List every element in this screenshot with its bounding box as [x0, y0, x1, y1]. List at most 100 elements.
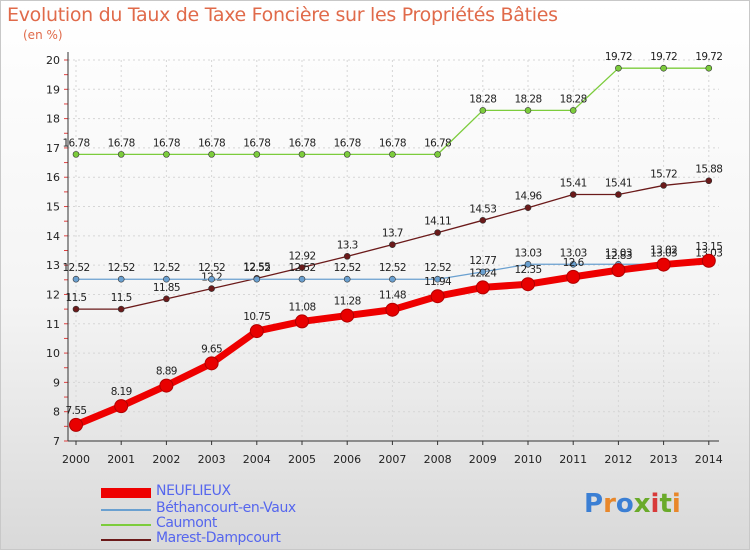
y-tick-label: 7	[53, 435, 60, 448]
data-label: 11.08	[288, 301, 315, 313]
data-point	[298, 275, 306, 283]
legend-label: Béthancourt-en-Vaux	[156, 500, 296, 516]
y-tick-label: 16	[46, 171, 60, 184]
data-label: 12.52	[153, 262, 180, 274]
y-tick-label: 11	[46, 318, 60, 331]
data-label: 16.78	[379, 137, 406, 149]
data-label: 12.52	[334, 262, 361, 274]
x-tick-label: 2012	[604, 453, 632, 466]
y-tick-label: 17	[46, 142, 60, 155]
data-point	[566, 269, 581, 284]
data-point	[72, 305, 80, 313]
data-label: 15.72	[650, 168, 677, 180]
data-label: 15.41	[560, 178, 587, 190]
data-point	[208, 275, 215, 283]
data-label: 13.03	[650, 247, 677, 259]
x-tick-label: 2008	[424, 453, 452, 466]
data-label: 11.5	[66, 292, 87, 304]
data-label: 8.89	[156, 366, 177, 378]
data-label: 11.85	[153, 282, 180, 294]
data-point	[524, 204, 532, 212]
proxiti-logo: Proxiti	[584, 489, 681, 519]
data-label: 12.6	[563, 257, 585, 269]
x-tick-label: 2004	[243, 453, 271, 466]
data-label: 12.35	[514, 264, 541, 276]
data-point	[204, 356, 219, 371]
data-point	[295, 314, 309, 329]
data-label: 13.7	[382, 228, 403, 240]
y-tick-label: 12	[46, 288, 60, 301]
data-label: 11.5	[111, 292, 132, 304]
x-tick-label: 2000	[62, 453, 90, 466]
data-point	[340, 308, 355, 323]
data-point	[569, 107, 577, 114]
data-label: 11.28	[334, 296, 361, 308]
y-tick-label: 13	[46, 259, 60, 272]
data-label: 11.48	[379, 290, 406, 302]
data-point	[660, 64, 667, 72]
data-label: 13.02	[650, 245, 677, 257]
data-point	[389, 151, 396, 158]
data-label: 7.55	[66, 405, 87, 417]
data-point	[479, 217, 487, 224]
y-tick-label: 9	[53, 376, 60, 389]
data-point	[705, 177, 713, 185]
data-label: 19.72	[650, 51, 677, 63]
data-point	[611, 263, 626, 278]
data-point	[569, 260, 577, 268]
y-tick-label: 15	[46, 201, 60, 214]
data-point	[69, 417, 83, 432]
x-tick-label: 2001	[107, 453, 135, 466]
data-point	[385, 302, 400, 317]
data-label: 11.94	[424, 276, 452, 288]
x-tick-label: 2005	[288, 453, 316, 466]
data-label: 12.24	[469, 267, 497, 279]
data-label: 16.78	[288, 137, 315, 149]
data-point	[389, 241, 396, 248]
data-point	[159, 378, 174, 393]
data-label: 13.03	[560, 247, 587, 259]
data-label: 12.92	[288, 250, 315, 262]
data-point	[615, 191, 622, 198]
data-label: 16.78	[424, 137, 451, 149]
data-point	[434, 151, 441, 158]
data-point	[389, 275, 396, 283]
data-label: 18.28	[514, 93, 541, 105]
data-point	[615, 64, 622, 72]
data-point	[253, 151, 261, 158]
y-tick-label: 18	[46, 113, 60, 126]
data-label: 13.03	[514, 247, 541, 259]
data-point	[434, 275, 441, 283]
x-tick-label: 2014	[695, 453, 723, 466]
data-point	[656, 257, 671, 272]
legend-label: NEUFLIEUX	[156, 483, 231, 499]
data-point	[208, 285, 215, 292]
data-point	[343, 151, 351, 158]
data-point	[479, 107, 487, 114]
data-label: 12.52	[108, 262, 135, 274]
x-tick-label: 2011	[559, 453, 587, 466]
data-label: 13.03	[605, 247, 632, 259]
data-label: 16.78	[243, 137, 270, 149]
data-point	[524, 107, 532, 114]
data-point	[524, 260, 532, 268]
data-point	[434, 229, 441, 236]
data-point	[705, 64, 713, 72]
data-label: 14.53	[469, 203, 496, 215]
x-tick-label: 2007	[378, 453, 406, 466]
data-point	[163, 295, 170, 303]
y-tick-label: 10	[46, 347, 60, 360]
data-label: 13.3	[337, 239, 358, 251]
data-point	[475, 280, 490, 295]
data-label: 12.52	[243, 262, 270, 274]
data-label: 12.52	[424, 262, 451, 274]
data-label: 12.55	[243, 261, 270, 273]
data-label: 13.03	[695, 247, 722, 259]
data-label: 12.52	[198, 262, 225, 274]
data-label: 12.52	[62, 262, 89, 274]
y-unit-label: (en %)	[23, 28, 63, 42]
data-point	[72, 151, 80, 158]
data-label: 14.96	[514, 191, 542, 203]
legend-swatch	[101, 524, 151, 526]
